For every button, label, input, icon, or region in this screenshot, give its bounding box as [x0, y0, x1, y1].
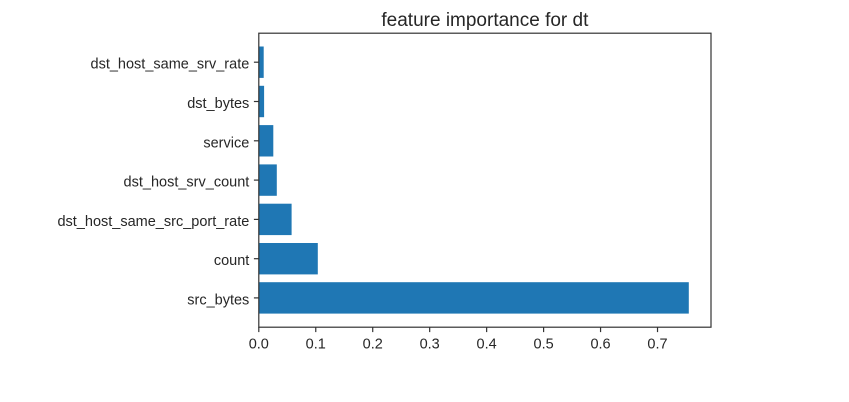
svg-text:0.4: 0.4	[477, 337, 497, 353]
svg-text:dst_bytes: dst_bytes	[187, 96, 249, 112]
svg-text:service: service	[203, 135, 249, 151]
svg-text:0.0: 0.0	[249, 337, 269, 353]
svg-text:0.2: 0.2	[363, 337, 383, 353]
svg-text:dst_host_srv_count: dst_host_srv_count	[124, 175, 250, 191]
svg-text:count: count	[214, 253, 249, 269]
svg-text:0.5: 0.5	[534, 337, 554, 353]
svg-text:0.1: 0.1	[306, 337, 326, 353]
svg-text:src_bytes: src_bytes	[187, 292, 249, 308]
svg-text:0.6: 0.6	[590, 337, 610, 353]
svg-text:feature importance for dt: feature importance for dt	[381, 10, 589, 31]
svg-text:dst_host_same_srv_rate: dst_host_same_srv_rate	[91, 57, 250, 73]
svg-text:dst_host_same_src_port_rate: dst_host_same_src_port_rate	[57, 214, 249, 230]
svg-text:0.3: 0.3	[420, 337, 440, 353]
svg-text:0.7: 0.7	[647, 337, 667, 353]
